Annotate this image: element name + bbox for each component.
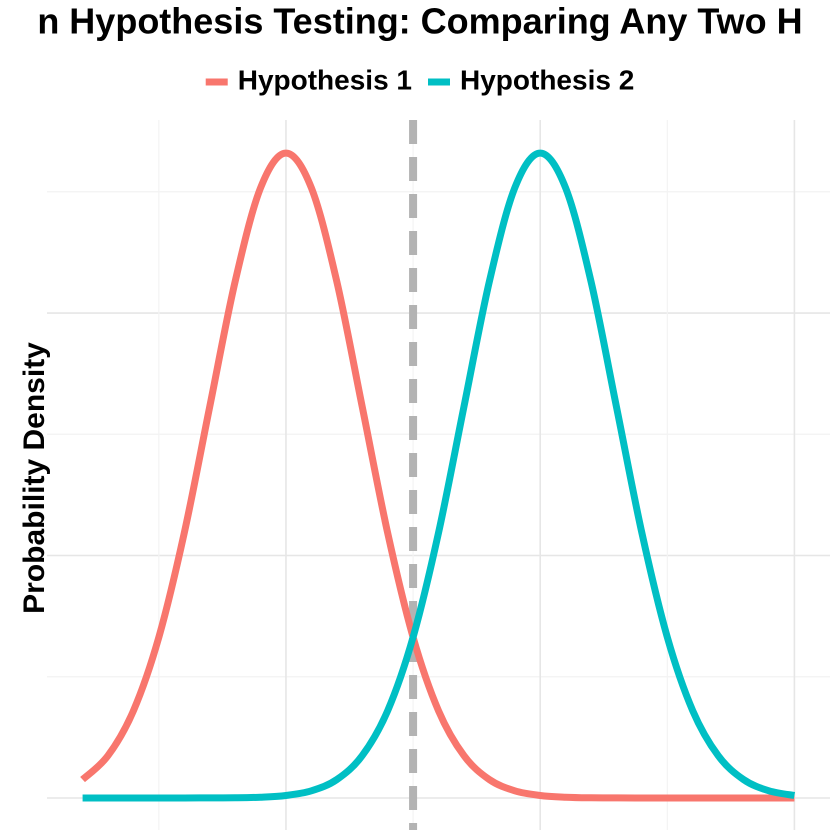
density-curve — [80, 149, 795, 802]
legend-label: Hypothesis 2 — [460, 64, 634, 95]
chart-title: n Hypothesis Testing: Comparing Any Two … — [37, 1, 802, 42]
density-curve — [82, 149, 796, 802]
legend: Hypothesis 1 Hypothesis 2 — [205, 64, 634, 95]
legend-label: Hypothesis 1 — [238, 64, 412, 95]
y-axis-label: Probability Density — [18, 342, 51, 614]
